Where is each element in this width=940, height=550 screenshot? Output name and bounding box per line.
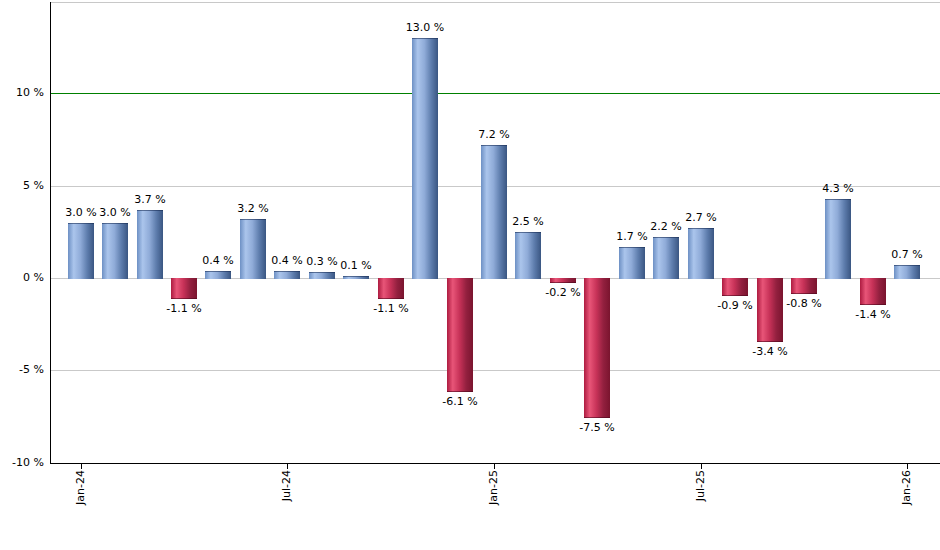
x-tick-label: Jan-26: [900, 470, 914, 530]
x-tick-mark: [81, 463, 82, 469]
monthly-returns-bar-chart: 10 % 5 % 0 % -5 % -10 % Jan-24 Jul-24 Jan-25 Jul…: [0, 0, 940, 550]
y-axis-spine: [50, 2, 51, 464]
reference-line: [50, 93, 940, 94]
bar-value-label: -6.1 %: [442, 395, 477, 408]
bar-value-label: 3.7 %: [134, 193, 165, 206]
x-tick-label: Jul-24: [280, 470, 294, 530]
bar-value-label: -0.8 %: [786, 297, 821, 310]
y-tick-label: 10 %: [0, 86, 44, 100]
bar: [894, 265, 920, 279]
bar: [584, 278, 610, 418]
x-tick-mark: [494, 463, 495, 469]
gridline: [50, 370, 940, 371]
x-tick-label: Jul-25: [694, 470, 708, 530]
bar: [343, 276, 369, 279]
bar-value-label: -3.4 %: [752, 345, 787, 358]
y-tick-label: 0 %: [0, 271, 44, 285]
bar: [102, 223, 128, 279]
y-tick-label: -5 %: [0, 363, 44, 377]
bar: [825, 199, 851, 279]
bar-value-label: 3.0 %: [99, 206, 130, 219]
x-axis-line: [50, 463, 940, 464]
bar: [412, 38, 438, 279]
bar-value-label: 0.4 %: [202, 254, 233, 267]
bar-value-label: 3.0 %: [65, 206, 96, 219]
bar-value-label: 0.1 %: [340, 259, 371, 272]
bar: [550, 278, 576, 283]
bar-value-label: 7.2 %: [478, 128, 509, 141]
bar-value-label: 0.7 %: [891, 248, 922, 261]
bar-value-label: 0.4 %: [271, 254, 302, 267]
bar-value-label: -1.4 %: [855, 308, 890, 321]
plot-border-top: [50, 2, 940, 3]
bar-value-label: 3.2 %: [237, 202, 268, 215]
bar-value-label: 1.7 %: [616, 230, 647, 243]
x-tick-mark: [907, 463, 908, 469]
x-tick-label: Jan-24: [74, 470, 88, 530]
bar-value-label: -0.2 %: [545, 286, 580, 299]
x-tick-mark: [287, 463, 288, 469]
y-tick-label: -10 %: [0, 456, 44, 470]
bar: [653, 237, 679, 279]
bar: [757, 278, 783, 342]
bar-value-label: 0.3 %: [306, 255, 337, 268]
bar-value-label: -1.1 %: [166, 302, 201, 315]
bar-value-label: 2.7 %: [685, 211, 716, 224]
bar: [68, 223, 94, 279]
bar: [722, 278, 748, 296]
bar: [481, 145, 507, 279]
bar-value-label: -7.5 %: [579, 421, 614, 434]
bar: [309, 272, 335, 279]
bar-value-label: 13.0 %: [406, 21, 444, 34]
bar: [791, 278, 817, 294]
bar: [137, 210, 163, 279]
bar: [619, 247, 645, 279]
bar: [240, 219, 266, 279]
bar: [274, 271, 300, 279]
bar: [378, 278, 404, 299]
bar-value-label: 4.3 %: [822, 182, 853, 195]
bar: [860, 278, 886, 305]
bar: [515, 232, 541, 279]
y-tick-label: 5 %: [0, 179, 44, 193]
bar-value-label: -1.1 %: [373, 302, 408, 315]
bar-value-label: 2.2 %: [650, 220, 681, 233]
x-tick-mark: [701, 463, 702, 469]
bar: [688, 228, 714, 279]
bar-value-label: -0.9 %: [717, 299, 752, 312]
bar: [171, 278, 197, 299]
bar: [205, 271, 231, 279]
bar-value-label: 2.5 %: [512, 215, 543, 228]
bar: [447, 278, 473, 392]
x-tick-label: Jan-25: [487, 470, 501, 530]
